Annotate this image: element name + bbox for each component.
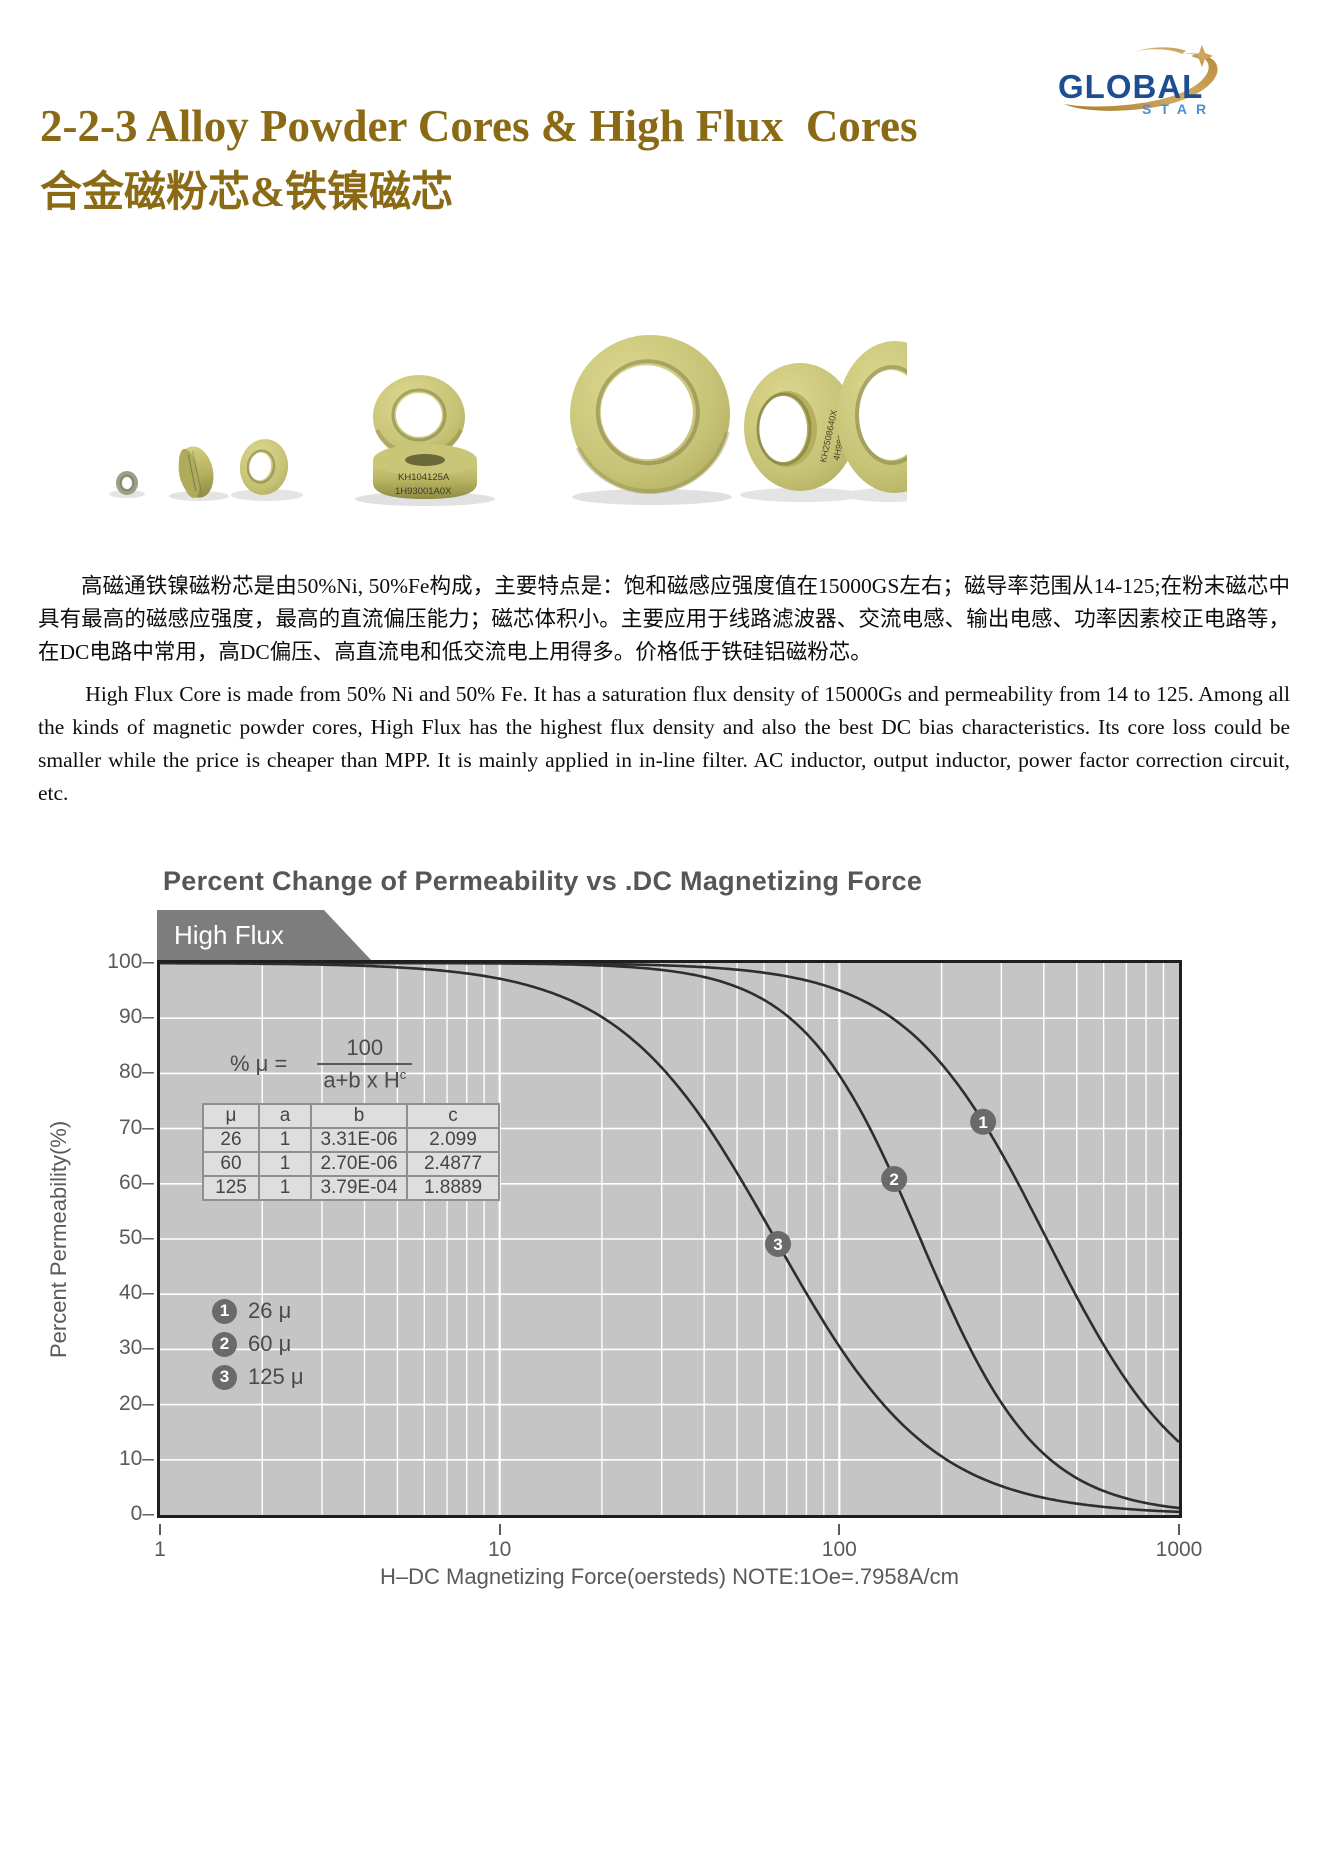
legend-number-icon: 2	[212, 1331, 237, 1357]
legend-label: 125 μ	[248, 1364, 304, 1389]
legend-item: 1 26 μ	[212, 1298, 304, 1324]
intro-paragraph-chinese: 高磁通铁镍磁粉芯是由50%Ni, 50%Fe构成，主要特点是：饱和磁感应强度值在…	[38, 574, 1290, 664]
high-flux-banner: High Flux	[157, 910, 371, 960]
param-table-row: 60 1 2.70E-06 2.4877	[202, 1151, 500, 1177]
x-tick-label: 1000	[1155, 1538, 1203, 1561]
y-tick-label: 50–	[118, 1226, 154, 1249]
logo-swoosh-icon	[1064, 47, 1218, 111]
param-table-cell: 2.099	[406, 1127, 500, 1153]
core-shadows	[109, 488, 907, 506]
param-table-cell: 1	[258, 1175, 312, 1201]
core-stack: KH104125A 1H93001A0X	[373, 375, 477, 499]
chart-canvas: 1 2 3	[160, 963, 1179, 1515]
core-partial-right	[837, 341, 907, 493]
x-axis-title: H–DC Magnetizing Force(oersteds) NOTE:1O…	[380, 1564, 959, 1589]
param-table-row: 26 1 3.31E-06 2.099	[202, 1127, 500, 1153]
curve-marker-circle	[765, 1230, 792, 1257]
logo-global-text: GLOBAL	[1058, 68, 1203, 105]
param-table-header: a	[258, 1103, 312, 1129]
x-tick-label: 10	[487, 1538, 512, 1561]
legend-label: 26 μ	[248, 1298, 292, 1323]
curve-marker-number: 1	[978, 1113, 987, 1132]
formula-exponent: c	[399, 1067, 407, 1082]
param-table-cell: 3.79E-04	[310, 1175, 408, 1201]
param-table-cell: 60	[202, 1151, 260, 1177]
x-tick-label: 100	[821, 1538, 857, 1561]
param-table-cell: 3.31E-06	[310, 1127, 408, 1153]
core-large	[570, 334, 730, 494]
formula-numerator: 100	[346, 1035, 384, 1060]
formula-denominator: a+b x Hc	[317, 1063, 413, 1093]
y-tick-label: 60–	[118, 1170, 154, 1194]
param-table-cell: 1	[258, 1151, 312, 1177]
legend-number-icon: 1	[212, 1298, 237, 1324]
y-tick-label: 30–	[118, 1336, 154, 1360]
y-tick-label: 80–	[118, 1060, 154, 1084]
core-small-side	[178, 446, 214, 498]
y-tick-label: 100–	[107, 950, 154, 973]
x-tick-label: 1	[154, 1538, 166, 1561]
x-tick-mark	[1178, 1524, 1180, 1535]
core-print-line2: 1H93001A0X	[395, 486, 452, 497]
x-tick-mark	[498, 1524, 501, 1535]
param-table-cell: 1	[258, 1127, 312, 1153]
formula-fraction: 100 a+b x Hc	[317, 1035, 413, 1093]
y-tick-label: 90–	[118, 1005, 154, 1029]
legend-item: 3 125 μ	[212, 1364, 304, 1390]
curve-26μ	[160, 963, 1179, 1443]
core-print-line1: KH104125A	[398, 472, 450, 483]
curve-60μ	[160, 963, 1179, 1510]
x-tick-mark	[159, 1524, 161, 1535]
logo-star-icon	[1191, 45, 1213, 67]
page-title-chinese: 合金磁粉芯&铁镍磁芯	[40, 170, 453, 216]
curve-marker-number: 3	[773, 1235, 782, 1254]
param-table-cell: 26	[202, 1127, 260, 1153]
logo-star-text: STAR	[1142, 101, 1215, 117]
param-table-cell: 2.4877	[406, 1151, 500, 1177]
page-title: 2-2-3 Alloy Powder Cores & High Flux Cor…	[40, 101, 918, 151]
y-tick-label: 20–	[118, 1391, 154, 1415]
curve-marker-circle	[881, 1166, 908, 1193]
param-table-row: 125 1 3.79E-04 1.8889	[202, 1175, 500, 1201]
formula-lhs: % μ =	[230, 1051, 288, 1077]
x-tick-mark	[838, 1524, 841, 1535]
high-flux-banner-label: High Flux	[174, 920, 284, 950]
legend-item: 2 60 μ	[212, 1331, 304, 1357]
y-tick-label: 40–	[118, 1281, 154, 1305]
core-small-tilted	[239, 439, 289, 495]
param-table-header: μ	[202, 1103, 260, 1129]
toroid-cores-photo: KH104125A 1H93001A0X KH2508640X 4H980255…	[109, 334, 907, 506]
param-table-cell: 125	[202, 1175, 260, 1201]
intro-paragraph-english: High Flux Core is made from 50% Ni and 5…	[38, 682, 1290, 805]
parameter-table: μ a b c 26 1 3.31E-06 2.099 60 1 2.70E-06 2.4877 125…	[202, 1103, 500, 1201]
permeability-formula: % μ = 100 a+b x Hc	[230, 1035, 413, 1093]
chart-legend: 1 26 μ 2 60 μ 3 125 μ	[212, 1298, 304, 1397]
chart-title: Percent Change of Permeability vs .DC Ma…	[163, 866, 923, 896]
param-table-header: c	[406, 1103, 500, 1129]
globalstar-logo: GLOBAL STAR	[1058, 45, 1218, 117]
curve-marker-circle	[970, 1108, 997, 1135]
y-tick-label: 10–	[118, 1446, 154, 1470]
core-stack-standing	[373, 375, 465, 459]
curve-marker-number: 2	[889, 1170, 898, 1189]
param-table-cell: 1.8889	[406, 1175, 500, 1201]
curve-125μ	[160, 963, 1179, 1514]
core-tiny	[116, 471, 138, 495]
y-tick-label: 0–	[130, 1502, 154, 1525]
core-stack-lying: KH104125A 1H93001A0X	[373, 444, 477, 499]
legend-number-icon: 3	[212, 1364, 237, 1390]
legend-label: 60 μ	[248, 1331, 292, 1356]
y-tick-label: 70–	[118, 1115, 154, 1139]
param-table-header: b	[310, 1103, 408, 1129]
param-table-cell: 2.70E-06	[310, 1151, 408, 1177]
